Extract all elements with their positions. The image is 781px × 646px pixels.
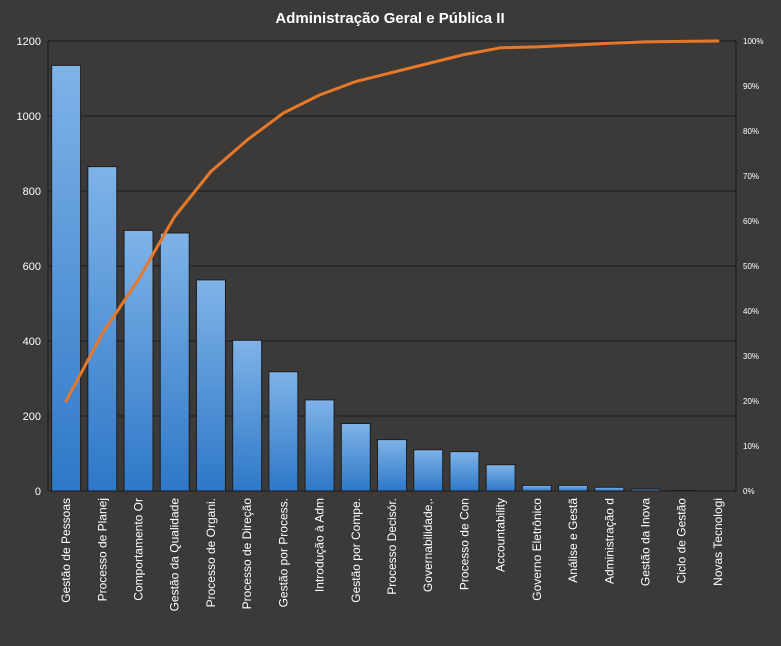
x-category-label: Novas Tecnologi [711,498,725,586]
y-left-tick-label: 1000 [17,111,41,123]
line-point [391,71,393,73]
line-point [680,40,682,42]
y-right-tick-label: 0% [743,487,755,496]
x-category-label: Análise e Gestã [566,498,580,583]
bar [378,440,407,491]
chart-title: Administração Geral e Pública II [275,10,504,27]
y-right-tick-label: 100% [743,37,763,46]
line-point [65,400,67,402]
bar [559,485,588,491]
x-category-label: Governo Eletrônico [530,498,544,601]
y-left-tick-label: 400 [23,336,41,348]
line-point [101,332,103,334]
x-category-label: Processo de Planej [95,498,109,601]
line-point [210,170,212,172]
line-point [282,112,284,114]
x-category-label: Comportamento Or [132,498,146,601]
bar [486,465,515,491]
x-category-label: Gestão por Compe. [349,498,363,603]
x-category-label: Administração d [602,498,616,584]
y-right-tick-label: 40% [743,307,759,316]
x-category-label: Gestão por Process. [276,498,290,607]
line-point [427,62,429,64]
line-point [644,41,646,43]
x-category-label: Accountability [494,498,508,572]
y-right-tick-label: 70% [743,172,759,181]
x-category-label: Gestão da Qualidade [168,498,182,612]
line-point [174,215,176,217]
line-point [318,94,320,96]
bar [52,65,81,491]
x-category-label: Processo de Con [457,498,471,590]
y-left-tick-label: 0 [35,486,41,498]
x-category-label: Processo de Organi. [204,498,218,607]
line-point [717,40,719,42]
bar [341,424,370,492]
y-right-tick-label: 10% [743,442,759,451]
line-point [536,46,538,48]
line-point [355,80,357,82]
bar [124,230,153,491]
y-left-tick-label: 800 [23,186,41,198]
bar [414,450,443,491]
bar [305,400,334,491]
x-category-label: Ciclo de Gestão [675,498,689,584]
bar [450,452,479,491]
y-right-tick-label: 50% [743,262,759,271]
y-right-tick-label: 30% [743,352,759,361]
x-category-label: Governabilidade,. [421,498,435,592]
line-point [572,44,574,46]
y-right-tick-label: 60% [743,217,759,226]
line-point [246,139,248,141]
bar [522,485,551,491]
y-left-tick-label: 600 [23,261,41,273]
y-right-tick-label: 80% [743,127,759,136]
line-point [463,53,465,55]
bar [88,167,117,491]
bar [196,280,225,491]
x-category-label: Introdução à Adm [313,498,327,592]
bar [233,340,262,491]
x-category-label: Processo Decisór. [385,498,399,595]
x-category-label: Gestão de Pessoas [59,498,73,603]
bar [269,372,298,491]
y-left-tick-label: 1200 [17,36,41,48]
line-point [608,42,610,44]
x-category-label: Processo de Direção [240,498,254,610]
line-point [137,278,139,280]
bar [160,233,189,491]
y-left-tick-label: 200 [23,411,41,423]
y-right-tick-label: 20% [743,397,759,406]
bar [595,487,624,491]
line-point [499,47,501,49]
x-category-label: Gestão da Inova [638,498,652,586]
bars [52,65,697,491]
y-right-tick-label: 90% [743,82,759,91]
